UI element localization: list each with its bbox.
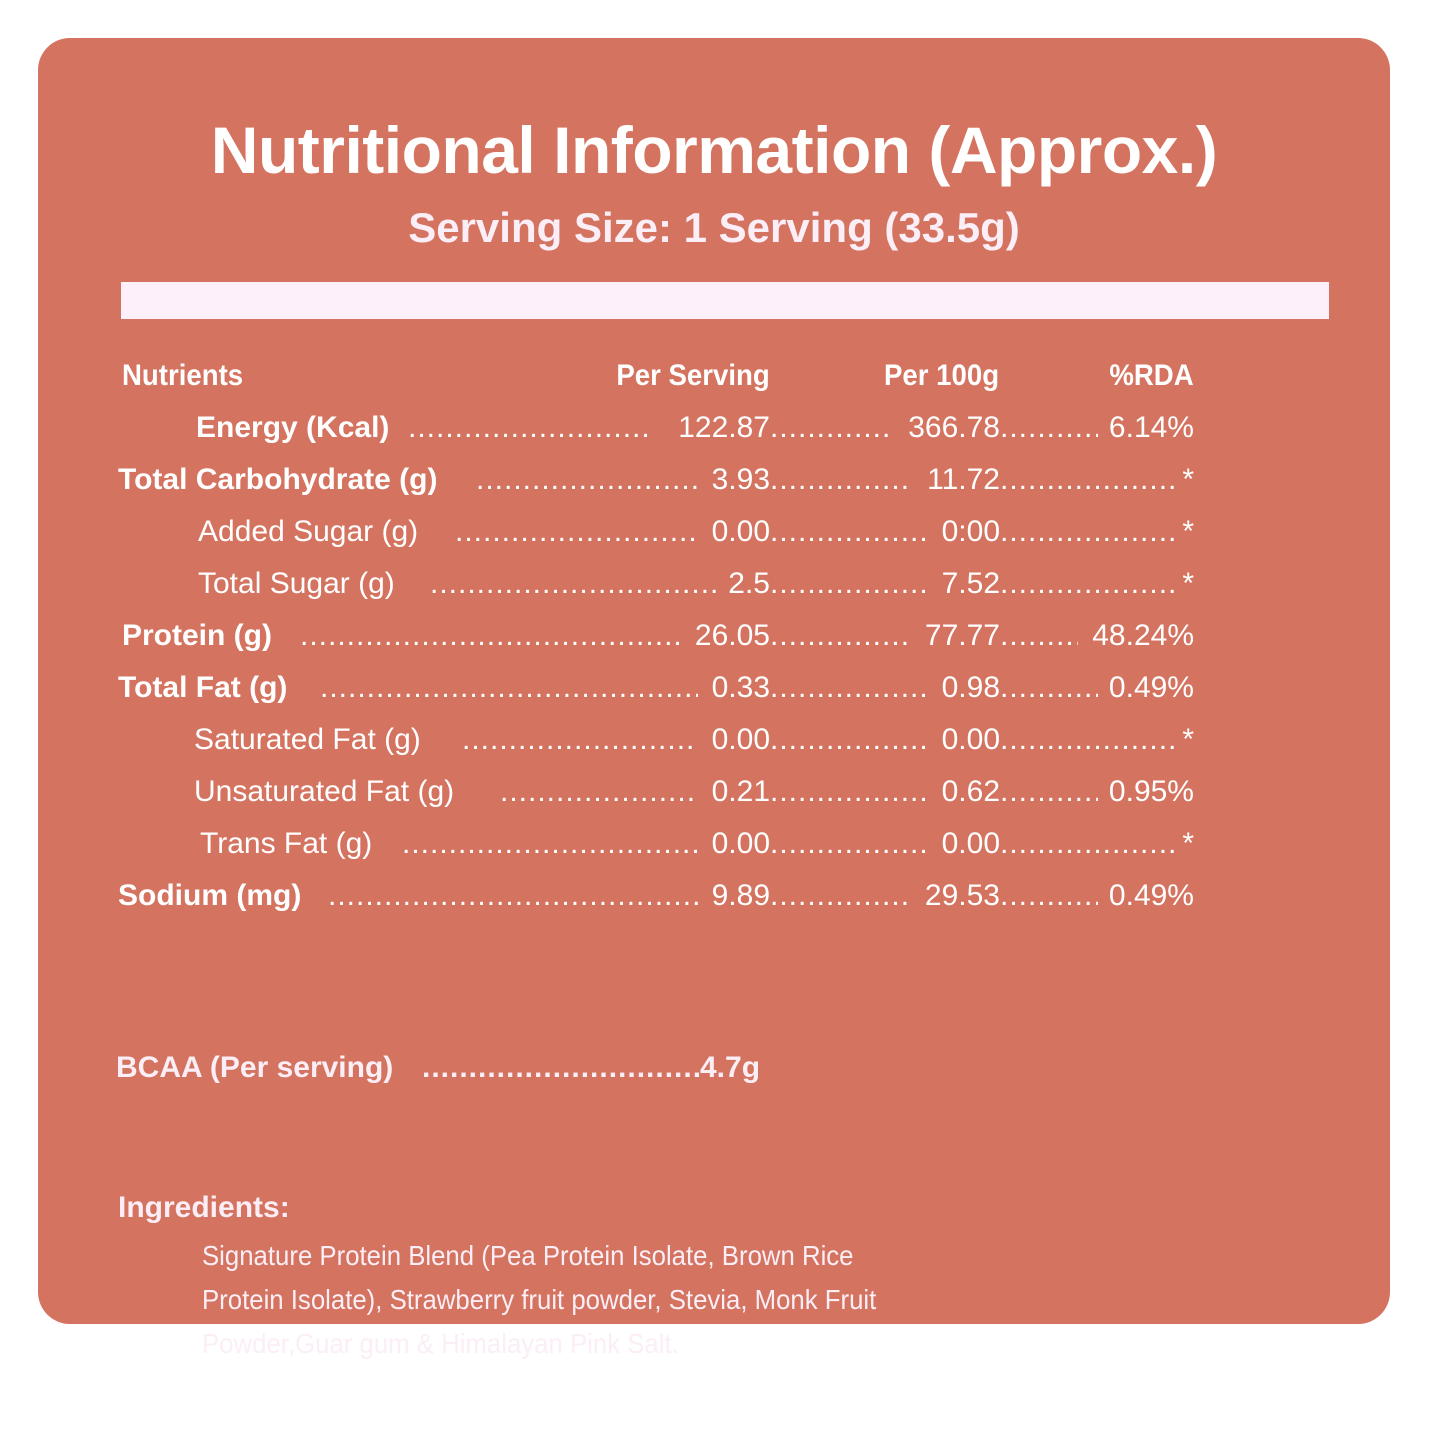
table-row-total-sugar: Total Sugar (g) 2.5 7.52 * [38, 562, 1390, 606]
divider-bar [121, 282, 1329, 319]
per-serving-value: 0.00 [711, 515, 770, 548]
per-100g-value: 29.53 [924, 879, 1000, 912]
nutrient-label: Energy (Kcal) [196, 411, 390, 444]
rda-value: 0.95% [1108, 775, 1194, 808]
ingredients-line: Protein Isolate), Strawberry fruit powde… [202, 1284, 877, 1315]
per-100g-value: 0.62 [941, 775, 1000, 808]
per-serving-value: 2.5 [728, 567, 770, 600]
rda-value: * [1182, 515, 1194, 548]
header-per-100g: Per 100g [883, 359, 999, 392]
table-row-protein: Protein (g) 26.05 77.77 48.24% [38, 614, 1390, 658]
table-row-total-carbohydrate: Total Carbohydrate (g) 3.93 11.72 * [38, 458, 1390, 502]
serving-size: Serving Size: 1 Serving (33.5g) [408, 204, 1020, 251]
rda-value: * [1182, 567, 1194, 600]
bcaa-value: 4.7g [700, 1051, 761, 1084]
per-serving-value: 0.21 [711, 775, 770, 808]
page-title: Nutritional Information (Approx.) [210, 113, 1218, 187]
rda-value: * [1182, 463, 1194, 496]
per-serving-value: 0.33 [711, 671, 770, 704]
nutrition-card: Nutritional Information (Approx.) Servin… [38, 38, 1390, 1359]
per-serving-value: 0.00 [711, 723, 770, 756]
nutrient-label: Saturated Fat (g) [194, 723, 421, 756]
per-serving-value: 26.05 [694, 619, 770, 652]
nutrient-label: Unsaturated Fat (g) [194, 775, 455, 808]
header-per-serving: Per Serving [616, 359, 770, 392]
rda-value: 0.49% [1108, 671, 1194, 704]
per-100g-value: 7.52 [941, 567, 1000, 600]
per-serving-value: 9.89 [711, 879, 770, 912]
nutrient-label: Sodium (mg) [118, 879, 302, 912]
per-100g-value: 0.00 [941, 827, 1000, 860]
per-100g-value: 77.77 [924, 619, 1000, 652]
bcaa-label: BCAA (Per serving) [116, 1051, 394, 1084]
rda-value: 6.14% [1108, 411, 1194, 444]
nutrient-label: Total Carbohydrate (g) [118, 463, 438, 496]
per-100g-value: 0.98 [941, 671, 1000, 704]
bcaa-row: BCAA (Per serving) 4.7g [116, 1046, 816, 1090]
rda-value: 0.49% [1108, 879, 1194, 912]
per-100g-value: 11.72 [927, 463, 1000, 496]
ingredients-title: Ingredients: [118, 1191, 290, 1224]
ingredients-text: Signature Protein Blend (Pea Protein Iso… [202, 1234, 938, 1366]
nutrient-label: Added Sugar (g) [198, 515, 419, 548]
nutrient-label: Trans Fat (g) [200, 827, 373, 860]
header-rda: %RDA [1109, 359, 1194, 392]
rda-value: * [1182, 827, 1194, 860]
per-serving-value: 3.93 [711, 463, 770, 496]
header-nutrients: Nutrients [122, 359, 244, 392]
nutrient-label: Total Sugar (g) [198, 567, 395, 600]
per-100g-value: 366.78 [908, 411, 1000, 444]
rda-value: * [1182, 723, 1194, 756]
ingredients-line: Powder,Guar gum & Himalayan Pink Salt. [202, 1328, 679, 1359]
rda-value: 48.24% [1092, 619, 1194, 652]
per-serving-value: 0.00 [711, 827, 770, 860]
per-100g-value: 0.00 [941, 723, 1000, 756]
nutrient-label: Protein (g) [122, 619, 272, 652]
per-serving-value: 122.87 [678, 411, 770, 444]
table-row-total-fat: Total Fat (g) 0.33 0.98 0.49% [38, 666, 1390, 710]
table-row-sodium: Sodium (mg) 9.89 29.53 0.49% [38, 874, 1390, 918]
table-row-unsaturated-fat: Unsaturated Fat (g) 0.21 0.62 0.95% [38, 770, 1390, 814]
table-row-added-sugar: Added Sugar (g) 0.00 0:00 * [38, 510, 1390, 554]
ingredients-line: Signature Protein Blend (Pea Protein Iso… [202, 1240, 854, 1271]
table-row-energy: Energy (Kcal) 122.87 366.78 6.14% [38, 406, 1390, 450]
table-row-trans-fat: Trans Fat (g) 0.00 0.00 * [38, 822, 1390, 866]
nutrient-label: Total Fat (g) [118, 671, 288, 704]
per-100g-value: 0:00 [941, 515, 1000, 548]
table-row-saturated-fat: Saturated Fat (g) 0.00 0.00 * [38, 718, 1390, 762]
